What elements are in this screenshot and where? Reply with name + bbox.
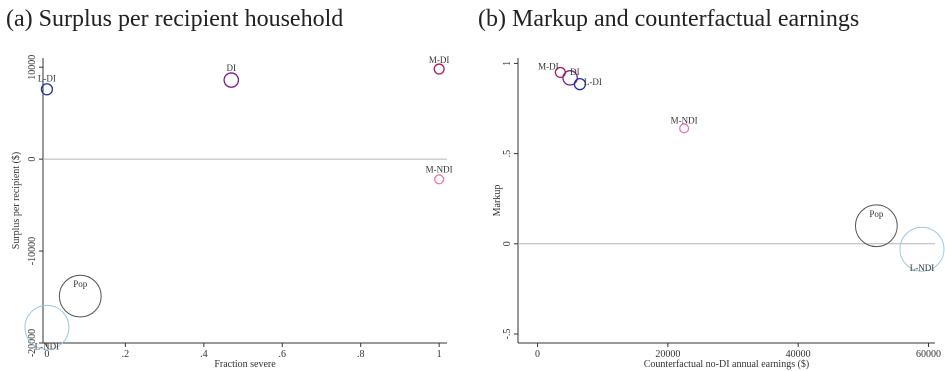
panel-b-title: (b) Markup and counterfactual earnings [478,6,860,32]
point-label: M-DI [429,55,450,65]
y-tick-label: 1 [502,61,513,66]
panel-a-title: (a) Surplus per recipient household [6,6,344,32]
point-label: DI [227,63,237,73]
point-label: L-NDI [35,341,60,351]
y-tick-label: 0 [27,157,38,162]
y-tick-label: -.5 [502,329,513,340]
point-label: M-NDI [426,164,453,174]
point-label: L-DI [38,73,56,83]
point-label: L-NDI [910,263,935,273]
x-tick-label: 40000 [786,349,811,360]
x-tick-label: 20000 [655,349,680,360]
x-tick-label: .4 [200,349,208,360]
y-tick-label: -20000 [27,329,38,357]
x-tick-label: 60000 [916,349,941,360]
point-label: DI [570,67,580,77]
y-tick-label: 0 [502,241,513,246]
point-label: Pop [869,209,884,219]
x-tick-label: 0 [535,349,540,360]
x-axis-label: Fraction severe [214,359,276,370]
point-label: L-DI [584,77,602,87]
scatter-point [854,204,898,248]
scatter-point [562,70,578,86]
point-label: M-DI [538,61,559,71]
scatter-point [433,63,445,75]
y-tick-label: 10000 [27,55,38,80]
scatter-point [223,72,240,88]
x-axis-label: Counterfactual no-DI annual earnings ($) [644,359,810,370]
y-axis-label: Surplus per recipient ($) [11,152,22,249]
y-tick-label: -10000 [27,237,38,265]
point-label: Pop [73,279,88,289]
x-tick-label: .6 [279,349,287,360]
x-tick-label: 0 [44,349,49,360]
scatter-point [573,78,587,91]
point-label: M-NDI [671,115,698,125]
scatter-point [40,83,54,96]
y-axis-label: Markup [492,185,503,217]
scatter-point [58,274,102,318]
x-tick-label: .2 [122,349,130,360]
x-tick-label: 1 [437,349,442,360]
scatter-point [24,304,70,350]
scatter-point [434,174,445,185]
scatter-point [679,123,690,134]
y-tick-label: .5 [502,150,513,158]
scatter-point [899,226,945,272]
x-tick-label: .8 [357,349,365,360]
